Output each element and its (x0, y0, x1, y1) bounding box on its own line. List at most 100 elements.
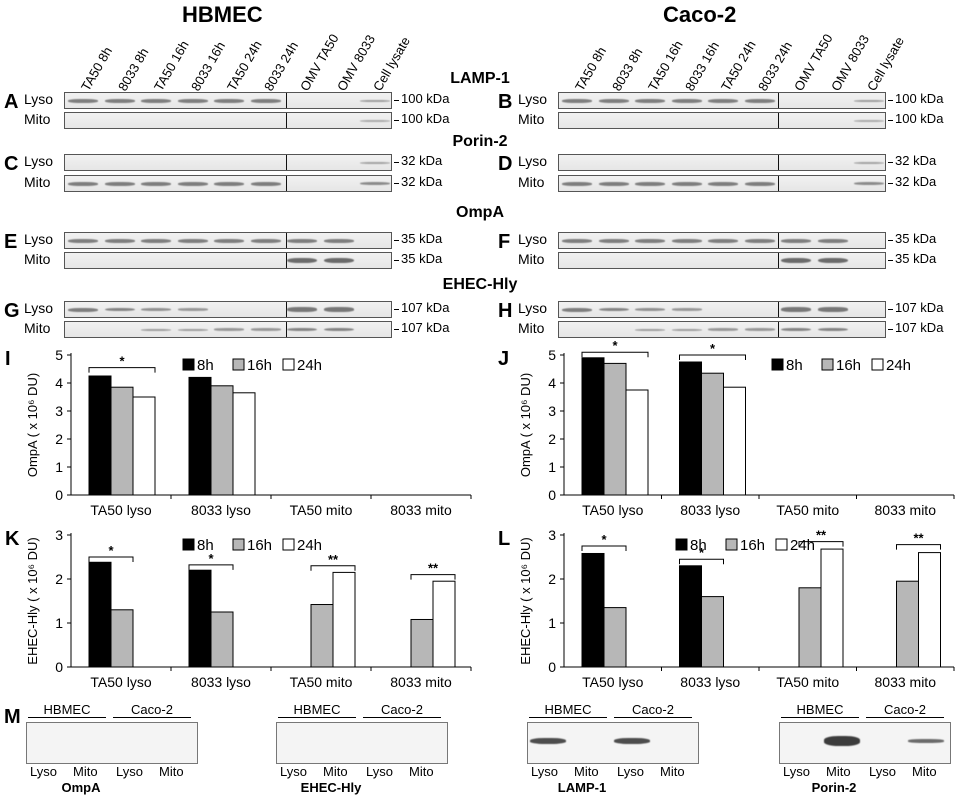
bar-16h (110, 609, 134, 668)
legend-label: 24h (886, 357, 911, 374)
x-tick-label: 8033 lyso (191, 674, 251, 690)
bar-24h (918, 552, 941, 668)
kda-label: 107 kDa (401, 320, 450, 335)
significance-label: * (612, 340, 618, 353)
y-tick-label: 1 (548, 459, 556, 475)
bar-8h (679, 565, 702, 668)
panel-letter: K (5, 528, 20, 550)
protein-band (708, 98, 738, 103)
lane-divider (778, 302, 779, 317)
x-tick-label: 8033 lyso (680, 674, 740, 690)
protein-band (68, 238, 98, 243)
blot-strip (64, 252, 392, 269)
significance-label: ** (816, 528, 827, 543)
lane-label: Mito (826, 764, 851, 779)
y-tick-label: 5 (548, 347, 556, 363)
y-tick-label: 0 (55, 659, 63, 675)
bar-16h (310, 604, 334, 668)
blot-strip (64, 232, 392, 249)
row-label: Mito (518, 174, 545, 190)
x-tick-label: TA50 lyso (90, 502, 151, 518)
legend-swatch (182, 358, 195, 371)
panel-letter: H (498, 300, 513, 322)
y-tick-label: 1 (55, 615, 63, 631)
protein-band (250, 238, 281, 243)
legend-label: 16h (247, 357, 272, 374)
significance-bracket (581, 545, 627, 551)
row-label: Mito (518, 251, 545, 267)
bar-24h (332, 571, 356, 668)
bar-16h (701, 372, 724, 496)
blot-strip (64, 301, 392, 318)
protein-band (635, 181, 665, 186)
x-tick-label: 8033 mito (875, 502, 937, 518)
protein-title: EHEC-Hly (442, 276, 518, 293)
y-tick-label: 2 (548, 571, 556, 587)
kda-tick (888, 240, 893, 241)
protein-band (68, 181, 98, 186)
chart-J: J OmpA ( x 10⁶ DU) 0 1 2 3 4 5 TA50 lyso 8033 lys… (498, 340, 955, 518)
significance-label: * (699, 545, 705, 560)
blot-name: Porin-2 (811, 780, 857, 795)
protein-band (562, 307, 592, 312)
y-tick-label: 3 (55, 527, 63, 543)
bar-24h (723, 386, 746, 496)
x-tick-label: 8033 lyso (680, 502, 740, 518)
protein-band (287, 238, 317, 243)
protein-band (530, 738, 566, 744)
blot-strip (558, 154, 886, 171)
kda-label: 35 kDa (895, 231, 937, 246)
significance-label: * (119, 354, 125, 369)
protein-band (781, 327, 811, 332)
significance-label: * (710, 341, 716, 356)
kda-label: 35 kDa (895, 251, 937, 266)
x-tick-label: TA50 mito (290, 674, 353, 690)
kda-tick (394, 162, 399, 163)
protein-band (671, 238, 702, 243)
y-tick-label: 3 (548, 527, 556, 543)
protein-band (323, 257, 354, 264)
protein-band (781, 257, 811, 264)
panel-letter: D (498, 153, 513, 175)
lane-divider (286, 233, 287, 248)
protein-band (781, 238, 811, 243)
protein-band (671, 328, 702, 331)
lane-label: Mito (73, 764, 98, 779)
kda-tick (888, 260, 893, 261)
kda-tick (394, 183, 399, 184)
panel-letter: J (498, 348, 509, 370)
x-tick-label: TA50 mito (776, 674, 839, 690)
blot-strip (558, 301, 886, 318)
protein-title: Porin-2 (452, 133, 508, 150)
panel-m-blot (779, 722, 951, 764)
blot-strip (558, 112, 886, 129)
row-label: Lyso (24, 300, 54, 316)
significance-bracket (581, 351, 649, 358)
protein-band (68, 98, 98, 103)
bar-8h (88, 561, 112, 668)
protein-title: OmpA (456, 204, 504, 221)
protein-band (854, 119, 884, 122)
protein-band (708, 238, 738, 243)
protein-band (824, 736, 860, 746)
protein-band (360, 181, 390, 186)
y-tick-label: 0 (548, 487, 556, 503)
caco2-title: Caco-2 (663, 2, 737, 27)
legend-label: 24h (297, 357, 322, 374)
row-label: Lyso (518, 300, 548, 316)
lane-label: Lyso (280, 764, 307, 779)
row-label: Lyso (518, 91, 548, 107)
bar-charts: I OmpA ( x 10⁶ DU) 0 1 2 3 4 5 TA50 lyso 8033 lys… (5, 340, 955, 690)
bar-16h (110, 386, 134, 496)
row-label: Lyso (518, 153, 548, 169)
blot-strip (558, 321, 886, 338)
panel-letter: E (4, 231, 18, 253)
protein-band (177, 328, 208, 331)
legend-label: 16h (740, 537, 765, 554)
protein-band (671, 308, 702, 311)
blot-strip (64, 154, 392, 171)
legend-label: 16h (836, 357, 861, 374)
significance-bracket (310, 565, 356, 571)
protein-band (214, 98, 244, 103)
kda-tick (394, 309, 399, 310)
